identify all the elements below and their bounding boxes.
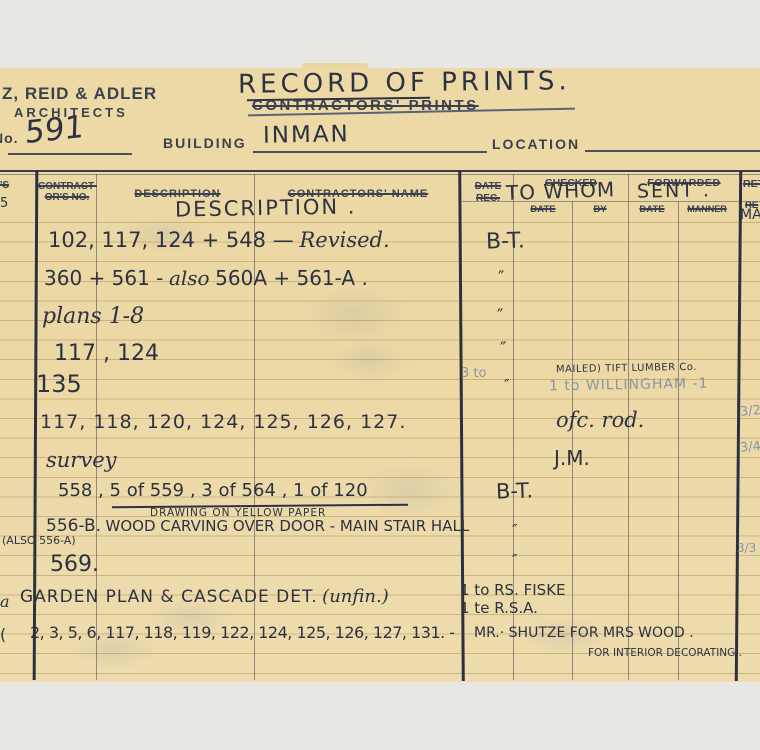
table-row-3-ditto: ″ [497, 306, 504, 326]
col-header-date-rec-1: DATE [474, 181, 502, 192]
table-top-line [0, 170, 760, 172]
col-header-contract-no-2: OR'S NO. [44, 192, 90, 203]
building-value-handwritten: INMAN [262, 121, 351, 149]
table-row-2-ditto: ″ [498, 268, 505, 288]
card-top-edge-bump [302, 63, 368, 71]
table-row-7-returned-date: 3/4 [739, 439, 760, 456]
table-top-line-2 [0, 174, 760, 175]
header-mid-line [462, 201, 760, 202]
col-header-sent-handwritten: SENT . [636, 179, 712, 203]
table-row-2-description: 360 + 561 - also 560A + 561-A . [44, 266, 368, 291]
table-row-3-description: plans 1-8 [42, 304, 145, 329]
smudge [520, 615, 610, 655]
edge-fragment-body-paren: ( [0, 625, 7, 644]
table-row-6-sent: ofc. rod. [556, 408, 645, 432]
row-11-script-text: (unfin.) [322, 586, 389, 607]
col-header-date-rec-2: REC. [476, 193, 500, 204]
no-label: No. [0, 130, 19, 146]
row-9-text: WOOD CARVING OVER DOOR - MAIN STAIR HALL [105, 517, 470, 535]
table-row-11-sent-2: 1 te R.S.A. [460, 599, 538, 617]
smudge [330, 340, 410, 380]
column-line-date-rec [513, 174, 514, 680]
table-row-6-description: 117, 118, 120, 124, 125, 126, 127. [40, 411, 407, 433]
table-row-8-description: 558 , 5 of 559 , 3 of 564 , 1 of 120 [58, 480, 368, 501]
table-row-6-returned-date: 3/2 [739, 403, 760, 420]
table-row-10-description: 569. [50, 552, 99, 577]
row-1-script-text: Revised. [299, 228, 390, 252]
table-row-5-date-rec: 3 to [461, 366, 487, 381]
col-header-forwarded-date: DATE [639, 204, 665, 215]
table-row-9-description: 556-B. WOOD CARVING OVER DOOR - MAIN STA… [46, 516, 469, 536]
building-blank-line [253, 151, 487, 153]
table-row-11-description: GARDEN PLAN & CASCADE DET. (unfin.) [20, 586, 389, 607]
col-header-description-printed: DESCRIPTION [134, 188, 221, 200]
table-row-8-subnote: DRAWING ON YELLOW PAPER [150, 507, 327, 519]
row-1-text: 102, 117, 124 + 548 — [48, 228, 294, 252]
table-row-10-returned-date: 3/3 [737, 541, 757, 555]
struck-printed-title: CONTRACTORS' PRINTS [252, 97, 479, 114]
column-line-checked-by [572, 201, 573, 680]
table-row-5-ditto: ″ [504, 376, 510, 394]
table-row-5-description: 135 [36, 370, 82, 398]
record-title-handwritten: RECORD OF PRINTS. [237, 66, 571, 100]
column-line-manner [678, 201, 679, 680]
firm-name: Z, REID & ADLER [2, 84, 158, 103]
edge-fragment-right-mid: RE [745, 200, 759, 211]
col-header-description-handwritten: DESCRIPTION . [174, 194, 357, 222]
table-row-5-sent-note-pencil: 1 to WILLINGHAM -1 [548, 375, 709, 395]
column-line-forwarded [628, 174, 629, 680]
column-line-description [254, 174, 255, 680]
table-row-11-sent-1: 1 to RS. FISKE [460, 581, 566, 599]
building-label: BUILDING [163, 135, 247, 151]
row-11-text: GARDEN PLAN & CASCADE DET. [20, 587, 318, 607]
table-row-12-note-2: FOR INTERIOR DECORATING . [588, 647, 742, 659]
smudge [120, 215, 210, 255]
edge-fragment-right-top: RET [743, 178, 760, 190]
smudge [300, 285, 410, 345]
no-value-handwritten: 591 [24, 108, 85, 152]
table-row-10-ditto: ″ [512, 551, 518, 569]
table-row-9-ditto: ″ [512, 521, 518, 539]
location-blank-line [585, 150, 760, 152]
row-2-seg3: 560A + 561-A . [215, 266, 368, 290]
table-row-4-ditto: ″ [500, 339, 507, 359]
row-2-seg2: also [168, 266, 210, 290]
col-header-contract-no-1: CONTRACT- [38, 181, 97, 192]
table-row-7-sent: J.M. [554, 446, 590, 470]
edge-fragment-right-hand: MA [740, 207, 760, 223]
table-row-12-note-1: MR.· SHUTZE FOR MRS WOOD . [474, 625, 694, 641]
col-header-checked-date: DATE [530, 204, 556, 215]
edge-fragment-left-mid: 5 [0, 196, 9, 211]
smudge [360, 460, 460, 520]
col-header-contractors-name-printed: CONTRACTORS' NAME [287, 188, 429, 200]
col-header-checked-by: BY [593, 204, 607, 215]
no-blank-line [8, 153, 132, 155]
table-row-1-description: 102, 117, 124 + 548 — Revised. [48, 228, 390, 253]
row-2-seg1: 360 + 561 - [44, 266, 164, 290]
table-row-1-to-whom: B-T. [485, 228, 526, 255]
firm-subtitle: ARCHITECTS [14, 105, 128, 120]
column-line-contract-no [96, 174, 97, 680]
table-row-12-description: 2, 3, 5, 6, 117, 118, 119, 122, 124, 125… [30, 623, 455, 642]
edge-fragment-body-a: a [0, 592, 10, 611]
ruled-lines [0, 222, 760, 682]
edge-fragment-left-top: 'S [0, 180, 10, 191]
smudge [70, 630, 160, 670]
row-9-number: 556-B. [46, 516, 102, 536]
table-row-8-to-whom: B-T. [495, 478, 534, 504]
smudge [150, 600, 230, 635]
table-row-4-description: 117 , 124 [54, 341, 159, 366]
col-header-forwarded: FORWARDED [647, 177, 721, 189]
table-row-9-subnote: (ALSO 556-A) [2, 534, 76, 547]
location-label: LOCATION [492, 136, 581, 152]
col-header-to-whom-handwritten: TO WHOM [505, 177, 616, 205]
col-header-forwarded-manner: MANNER [687, 204, 727, 214]
col-header-checked: CHECKED [545, 177, 597, 189]
table-row-7-description: survey [46, 448, 117, 472]
